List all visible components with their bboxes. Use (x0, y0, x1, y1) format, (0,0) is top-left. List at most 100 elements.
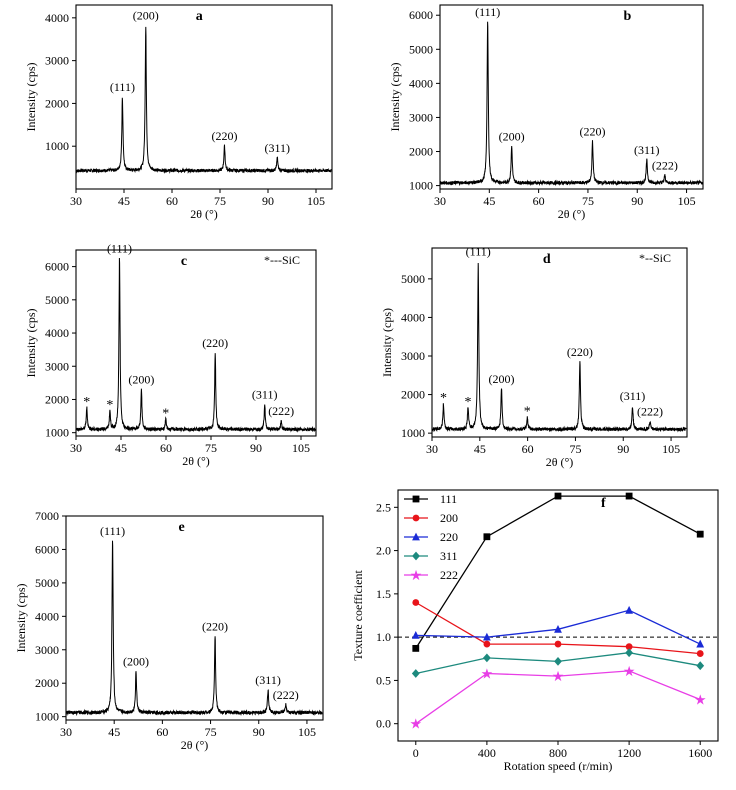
x-tick-label-d-0: 30 (426, 442, 438, 456)
x-tick-label-a-0: 30 (70, 194, 82, 208)
plot-frame-e (65, 515, 324, 721)
diffraction-pattern-d (432, 262, 687, 433)
y-tick-label-f-1: 0.5 (376, 673, 391, 687)
legend-label-311: 311 (440, 549, 458, 563)
xrd-panel-c: 30 45 60 75 90 105 1000 2000 3000 4000 5000 6000 2θ … (24, 241, 317, 468)
data-point-311-4 (696, 661, 705, 671)
y-tick-label-f-5: 2.5 (376, 500, 391, 514)
x-axis-label-b: 2θ (°) (558, 207, 586, 221)
x-axis-label-a: 2θ (°) (190, 207, 218, 221)
x-tick-label-f-3: 1200 (617, 746, 641, 760)
data-point-111-4 (696, 530, 704, 538)
peak-label-d-3: (311) (620, 389, 646, 403)
legend-marker-111 (412, 495, 420, 503)
data-point-200-3 (625, 643, 633, 651)
y-tick-label-a-3: 4000 (45, 11, 69, 25)
x-tick-label-b-1: 45 (483, 194, 495, 208)
sic-note-d: *--SiC (639, 251, 671, 265)
x-tick-label-c-0: 30 (70, 441, 82, 455)
y-axis-label-e: Intensity (cps) (14, 584, 28, 653)
diffraction-pattern-e (66, 540, 323, 717)
y-axis-label-a: Intensity (cps) (24, 63, 38, 132)
peak-label-a-2: (220) (211, 129, 237, 143)
y-tick-label-b-3: 4000 (409, 76, 433, 90)
panel-label-f: f (601, 496, 606, 511)
x-tick-label-e-0: 30 (60, 725, 72, 739)
legend-label-111: 111 (440, 492, 457, 506)
y-tick-label-e-3: 4000 (35, 609, 59, 623)
y-tick-label-c-5: 6000 (45, 260, 69, 274)
data-point-200-2 (554, 640, 562, 648)
y-tick-label-a-1: 2000 (45, 96, 69, 110)
diffraction-pattern-b (440, 21, 703, 187)
y-tick-label-b-4: 5000 (409, 42, 433, 56)
y-tick-label-e-0: 1000 (35, 710, 59, 724)
legend-marker-222: ★ (410, 569, 423, 584)
peak-label-d-4: (222) (637, 405, 663, 419)
peak-label-b-4: (222) (652, 158, 678, 172)
x-tick-label-c-3: 75 (205, 441, 217, 455)
y-tick-label-f-3: 1.5 (376, 587, 391, 601)
legend-label-222: 222 (440, 568, 458, 582)
plot-frame-a (75, 4, 333, 190)
y-tick-label-b-0: 1000 (409, 179, 433, 193)
panel-label-b: b (623, 9, 631, 24)
legend-label-200: 200 (440, 511, 458, 525)
x-axis-label-f: Rotation speed (r/min) (504, 759, 613, 773)
peak-label-e-0: (111) (100, 524, 125, 538)
x-tick-label-c-4: 90 (250, 441, 262, 455)
xrd-panel-b: 30 45 60 75 90 105 1000 2000 3000 4000 5000 6000 2θ … (388, 4, 704, 221)
panel-label-d: d (543, 252, 551, 267)
peak-label-e-4: (222) (273, 688, 299, 702)
x-tick-label-a-2: 60 (166, 194, 178, 208)
data-point-111-1 (483, 533, 491, 541)
y-tick-label-e-5: 6000 (35, 542, 59, 556)
peak-label-c-3: (311) (252, 387, 278, 401)
diffraction-pattern-c (76, 257, 316, 433)
x-tick-label-a-4: 90 (262, 194, 274, 208)
sic-marker-d-0: * (440, 391, 447, 406)
data-point-311-1 (482, 653, 491, 663)
y-tick-label-d-0: 1000 (401, 426, 425, 440)
x-tick-label-d-4: 90 (617, 442, 629, 456)
data-point-222-0: ★ (409, 718, 422, 733)
peak-label-a-0: (111) (110, 80, 135, 94)
data-point-222-2: ★ (552, 670, 565, 685)
peak-label-e-1: (200) (123, 655, 149, 669)
plot-frame-f (397, 489, 719, 742)
x-tick-label-e-5: 105 (298, 725, 316, 739)
sic-marker-d-2: * (524, 405, 531, 420)
y-tick-label-a-0: 1000 (45, 139, 69, 153)
y-tick-label-d-1: 2000 (401, 388, 425, 402)
y-tick-label-e-6: 7000 (35, 509, 59, 523)
x-tick-label-a-5: 105 (307, 194, 325, 208)
x-tick-label-d-3: 75 (569, 442, 581, 456)
y-tick-label-b-2: 3000 (409, 110, 433, 124)
data-point-222-3: ★ (623, 665, 636, 680)
y-axis-label-b: Intensity (cps) (388, 63, 402, 132)
y-tick-label-d-4: 5000 (401, 272, 425, 286)
data-point-220-3 (625, 605, 634, 614)
peak-label-d-2: (220) (567, 345, 593, 359)
data-point-311-0 (411, 669, 420, 678)
peak-label-b-2: (220) (580, 124, 606, 138)
y-tick-label-e-4: 5000 (35, 576, 59, 590)
x-tick-label-b-3: 75 (582, 194, 594, 208)
x-tick-label-a-1: 45 (118, 194, 130, 208)
x-tick-label-f-2: 800 (549, 746, 567, 760)
peak-label-b-1: (200) (499, 129, 525, 143)
data-point-222-4: ★ (694, 693, 707, 708)
plot-frame-d (431, 247, 688, 438)
peak-label-e-2: (220) (202, 619, 228, 633)
y-tick-label-c-1: 2000 (45, 392, 69, 406)
peak-label-d-0: (111) (466, 245, 491, 259)
plot-frame-c (75, 249, 317, 437)
peak-label-c-0: (111) (107, 241, 132, 255)
data-point-200-4 (696, 650, 704, 657)
y-tick-label-d-3: 4000 (401, 310, 425, 324)
y-tick-label-f-4: 2.0 (376, 544, 391, 558)
y-tick-label-c-4: 5000 (45, 293, 69, 307)
sic-marker-c-2: * (162, 406, 169, 421)
peak-label-c-4: (222) (268, 404, 294, 418)
